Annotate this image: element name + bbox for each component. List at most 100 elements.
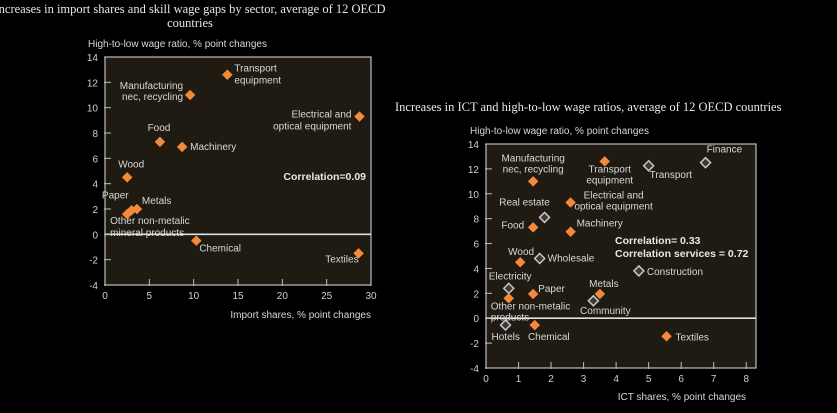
point-label: Paper	[538, 284, 565, 295]
point-label: Textiles	[325, 254, 358, 265]
data-point-manufacturing	[565, 226, 576, 238]
x-tick-label: 20	[277, 291, 289, 302]
data-point-services	[499, 319, 512, 332]
point-label: Metals	[589, 279, 618, 290]
point-label: Paper	[102, 190, 129, 201]
data-point-manufacturing	[503, 292, 515, 304]
y-tick-label: 2	[92, 205, 98, 216]
chart-2: Increases in ICT and high-to-low wage ra…	[395, 100, 782, 403]
point-label: Other non-metalic	[110, 216, 189, 227]
point-label: Wood	[508, 247, 534, 258]
chart-title: countries	[167, 16, 213, 30]
chart-title: Increases in ICT and high-to-low wage ra…	[395, 100, 782, 114]
data-point-manufacturing	[121, 171, 133, 183]
point-label: Transport	[650, 170, 693, 181]
data-point-manufacturing	[190, 235, 202, 247]
x-tick-label: 4	[613, 374, 619, 385]
data-point-manufacturing	[222, 69, 233, 81]
data-point-manufacturing	[176, 141, 188, 153]
data-point-services	[642, 159, 655, 172]
y-tick-label: 12	[87, 78, 99, 89]
y-axis-label: High-to-low wage ratio, % point changes	[88, 39, 267, 50]
data-point-manufacturing	[661, 330, 672, 342]
y-tick-label: 8	[473, 215, 479, 226]
y-tick-label: -4	[89, 281, 98, 292]
point-label: Electrical and	[584, 190, 644, 201]
point-label: Transport	[234, 64, 277, 75]
data-point-manufacturing	[565, 197, 576, 208]
data-point-manufacturing	[353, 247, 364, 259]
data-point-manufacturing	[154, 136, 166, 148]
point-label: Wholesale	[548, 253, 595, 264]
point-label: equipment	[586, 175, 633, 186]
point-label: Electricity	[489, 271, 532, 282]
x-tick-label: 0	[483, 374, 489, 385]
y-tick-label: -2	[470, 339, 479, 350]
point-label: Transport	[589, 164, 632, 175]
point-label: Hotels	[492, 332, 520, 343]
x-tick-label: 8	[743, 374, 749, 385]
x-tick-label: 6	[678, 374, 684, 385]
point-label: Manufacturing	[120, 81, 183, 92]
point-label: Chemical	[199, 244, 241, 255]
data-point-manufacturing	[131, 203, 143, 215]
data-point-manufacturing	[514, 256, 526, 268]
y-axis-label: High-to-low wage ratio, % point changes	[470, 126, 649, 137]
data-point-services	[632, 264, 645, 277]
plot-area	[104, 56, 372, 286]
y-tick-label: 8	[92, 129, 98, 140]
point-label: Manufacturing	[501, 153, 564, 164]
data-point-manufacturing	[354, 111, 365, 122]
data-point-manufacturing	[527, 288, 539, 300]
point-label: mineral products	[110, 228, 184, 239]
point-label: Textiles	[676, 332, 709, 343]
y-tick-label: 4	[473, 264, 479, 275]
x-tick-label: 0	[102, 291, 108, 302]
y-tick-label: 10	[468, 190, 480, 201]
x-tick-label: 25	[321, 291, 333, 302]
data-point-manufacturing	[527, 175, 539, 187]
x-tick-label: 30	[365, 291, 377, 302]
data-point-manufacturing	[184, 89, 196, 101]
point-label: Wood	[118, 159, 144, 170]
x-tick-label: 15	[232, 291, 244, 302]
y-tick-label: 4	[92, 180, 98, 191]
y-tick-label: 12	[468, 165, 480, 176]
data-point-services	[587, 294, 600, 307]
y-tick-label: -4	[470, 364, 479, 375]
point-label: nec, recycling	[122, 92, 183, 103]
point-label: Chemical	[528, 332, 570, 343]
y-tick-label: 6	[92, 154, 98, 165]
y-tick-label: 14	[468, 140, 480, 151]
point-label: Community	[580, 306, 631, 317]
point-label: Real estate	[499, 197, 550, 208]
y-tick-label: 10	[87, 104, 99, 115]
y-tick-label: 2	[473, 289, 479, 300]
point-label: Machinery	[190, 142, 236, 153]
point-label: Metals	[142, 196, 171, 207]
data-point-manufacturing	[594, 288, 606, 300]
point-label: optical equipment	[574, 201, 653, 212]
point-label: Food	[148, 123, 171, 134]
y-tick-label: -2	[89, 256, 98, 267]
point-label: Other non-metalic	[491, 301, 570, 312]
x-axis-label: ICT shares, % point changes	[618, 392, 746, 403]
y-tick-label: 14	[87, 53, 99, 64]
y-tick-label: 0	[473, 314, 479, 325]
data-point-manufacturing	[527, 222, 539, 233]
point-label: nec, recycling	[503, 164, 564, 175]
data-point-services	[699, 156, 712, 169]
x-tick-label: 3	[581, 374, 587, 385]
correlation-annotation: Correlation services = 0.72	[615, 248, 749, 260]
x-tick-label: 1	[516, 374, 522, 385]
x-tick-label: 10	[188, 291, 200, 302]
y-tick-label: 6	[473, 240, 479, 251]
point-label: Electrical and	[291, 110, 351, 121]
point-label: optical equipment	[273, 122, 352, 133]
point-label: Machinery	[577, 219, 623, 230]
data-point-manufacturing	[121, 208, 133, 220]
correlation-annotation: Correlation= 0.33	[615, 235, 701, 247]
data-point-services	[538, 211, 551, 224]
x-axis-label: Import shares, % point changes	[230, 310, 371, 321]
point-label: Food	[501, 220, 524, 231]
